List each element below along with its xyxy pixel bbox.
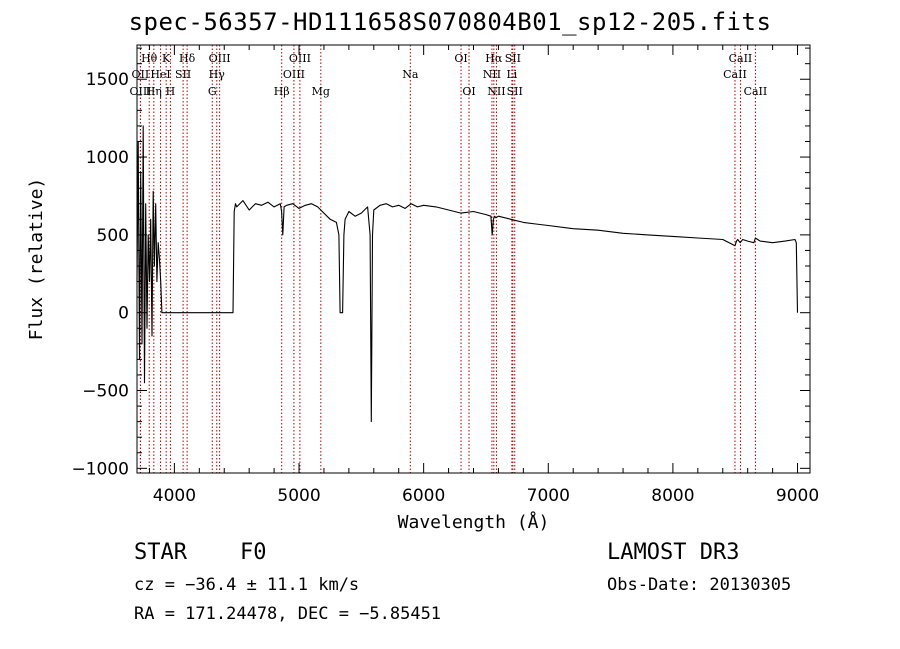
y-tick-label: −500 xyxy=(82,382,129,402)
spectral-line-label: K xyxy=(162,52,171,65)
x-tick-label: 4000 xyxy=(153,486,196,506)
spectral-line-label: SII xyxy=(507,85,523,98)
spectral-line-label: NII xyxy=(487,85,505,98)
x-tick-label: 7000 xyxy=(527,486,570,506)
coordinates-readout: RA = 171.24478, DEC = −5.85451 xyxy=(134,604,442,624)
object-subclass: F0 xyxy=(240,540,267,565)
spectral-line-label: G xyxy=(208,85,217,98)
y-tick-label: 500 xyxy=(97,226,129,246)
redshift-readout: cz = −36.4 ± 11.1 km/s xyxy=(134,575,360,595)
x-tick-label: 9000 xyxy=(776,486,819,506)
spectral-line-label: CaII xyxy=(723,68,747,81)
x-tick-label: 8000 xyxy=(651,486,694,506)
spectral-line-label: OIII xyxy=(209,52,231,65)
axes: 4000 5000 6000 7000 8000 9000 −1000 −500 0 500 100… xyxy=(26,44,819,533)
spectral-line-label: SII xyxy=(175,68,191,81)
spectral-line-label: Na xyxy=(402,68,419,81)
x-tick-label: 6000 xyxy=(402,486,445,506)
spectral-line-label: Hθ xyxy=(141,52,158,65)
spectral-line-label: Mg xyxy=(312,85,330,98)
y-tick-label: 1000 xyxy=(86,148,129,168)
spectral-line-label: CaII xyxy=(744,85,768,98)
plot-frame xyxy=(136,44,811,474)
survey-name: LAMOST DR3 xyxy=(607,540,740,565)
y-tick-label: 1500 xyxy=(86,70,129,90)
object-class: STAR xyxy=(134,540,187,565)
chart-title: spec-56357-HD111658S070804B01_sp12-205.f… xyxy=(128,8,772,36)
observation-date: Obs-Date: 20130305 xyxy=(607,575,792,595)
spectral-line-label: Hη xyxy=(146,85,162,98)
spectral-line-label: NII xyxy=(483,68,501,81)
spectrum-line xyxy=(136,125,799,423)
spectral-line-label: Hδ xyxy=(179,52,196,65)
spectral-line-label: OI xyxy=(454,52,467,65)
spectral-line-label: HeI xyxy=(150,68,170,81)
spectral-line-markers xyxy=(139,45,756,473)
spectral-line-label: H xyxy=(166,85,176,98)
spectral-line-label: OIII xyxy=(289,52,311,65)
y-tick-label: 0 xyxy=(118,304,129,324)
x-tick-label: 5000 xyxy=(277,486,320,506)
spectral-line-label: OII xyxy=(132,68,150,81)
spectral-line-label: OIII xyxy=(283,68,305,81)
spectral-line-label: Hβ xyxy=(274,85,290,98)
series-layer xyxy=(136,125,799,423)
y-axis-label: Flux (relative) xyxy=(26,178,47,341)
spectral-line-label: Hγ xyxy=(209,68,226,81)
spectral-line-label: OIII xyxy=(129,85,151,98)
spectral-line-label: Hα xyxy=(485,52,503,65)
spectral-line-label: OI xyxy=(462,85,475,98)
spectral-line-label: SII xyxy=(505,52,521,65)
y-tick-label: −1000 xyxy=(71,459,129,479)
spectral-line-label: Li xyxy=(506,68,517,81)
spectral-line-label: CaII xyxy=(729,52,753,65)
x-axis-label: Wavelength (Å) xyxy=(398,511,550,533)
